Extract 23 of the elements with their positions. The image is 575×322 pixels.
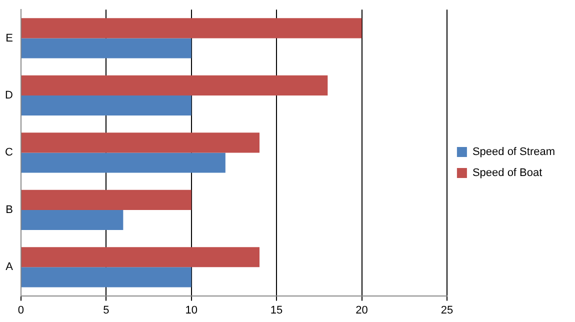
y-tick-label: A bbox=[6, 261, 14, 274]
x-tick-label: 15 bbox=[270, 304, 283, 316]
bar bbox=[21, 132, 260, 153]
bar bbox=[21, 75, 328, 96]
bar bbox=[21, 38, 192, 58]
x-tick-label: 0 bbox=[18, 304, 24, 316]
x-tick-label: 5 bbox=[103, 304, 110, 316]
bar bbox=[21, 190, 192, 210]
bar bbox=[21, 267, 192, 288]
legend-label: Speed of Boat bbox=[472, 167, 542, 180]
bar bbox=[21, 210, 124, 230]
y-tick-label: C bbox=[4, 146, 13, 159]
x-tick-label: 20 bbox=[356, 304, 368, 316]
bar bbox=[21, 18, 362, 38]
y-tick-label: E bbox=[6, 32, 13, 44]
legend-label: Speed of Stream bbox=[472, 146, 556, 158]
bar bbox=[21, 247, 260, 268]
x-tick-label: 10 bbox=[185, 304, 198, 316]
y-tick-label: D bbox=[4, 89, 13, 102]
x-tick-label: 25 bbox=[440, 304, 454, 316]
y-tick-label: B bbox=[6, 204, 13, 216]
bar bbox=[21, 95, 192, 116]
bar bbox=[21, 152, 226, 173]
